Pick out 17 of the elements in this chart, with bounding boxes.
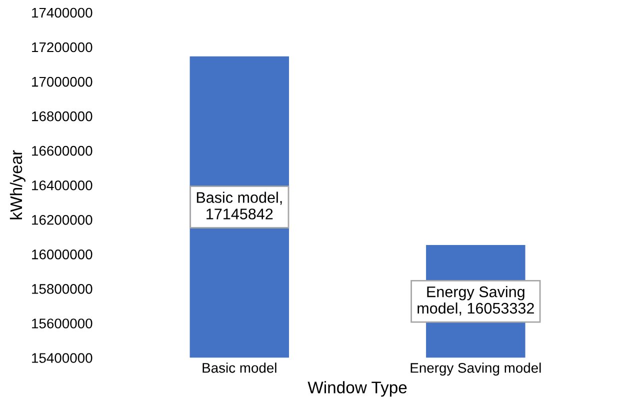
y-tick-label: 16600000	[32, 146, 92, 156]
y-tick-label: 15800000	[32, 284, 92, 294]
y-tick-label: 16800000	[32, 111, 92, 122]
y-tick-label: 16200000	[32, 214, 92, 225]
y-tick-label: 15600000	[32, 318, 92, 328]
y-tick-label: 16400000	[32, 180, 92, 190]
x-axis-title: Window Type	[308, 381, 407, 397]
y-tick-label: 17000000	[32, 76, 92, 87]
y-axis-title: kWh/year	[10, 150, 26, 220]
y-tick-label: 15400000	[32, 353, 92, 363]
y-tick-label: 17200000	[32, 42, 92, 52]
data-label: Energy Saving model, 16053332	[418, 286, 534, 316]
x-tick-label: Basic model	[202, 362, 276, 373]
y-tick-label: 17400000	[32, 8, 92, 18]
data-label: Basic model, 17145842	[196, 192, 282, 220]
y-tick-label: 16000000	[32, 250, 92, 260]
x-tick-label: Energy Saving model	[410, 362, 541, 376]
